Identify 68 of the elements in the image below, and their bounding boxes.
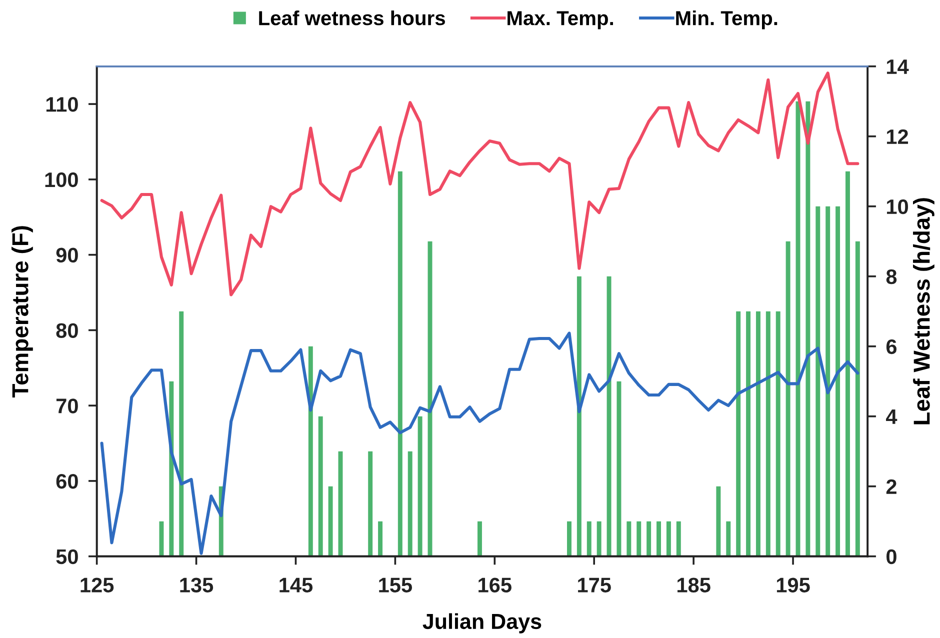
x-axis-title: Julian Days xyxy=(422,613,542,634)
bar xyxy=(408,451,412,556)
bar xyxy=(378,521,383,556)
bar xyxy=(368,451,373,556)
bar xyxy=(806,101,810,556)
bar xyxy=(726,521,731,556)
legend-label: Max. Temp. xyxy=(508,11,614,30)
x-tick-label: 175 xyxy=(578,578,611,592)
y2-tick-label: 6 xyxy=(886,339,897,354)
bar xyxy=(596,521,602,556)
bar xyxy=(636,521,642,556)
y2-tick-label: 4 xyxy=(886,410,898,424)
y2-tick-label: 14 xyxy=(886,60,909,74)
y-tick-label: 90 xyxy=(56,248,78,263)
bar xyxy=(756,311,760,556)
bar xyxy=(746,311,751,556)
y2-tick-label: 8 xyxy=(886,269,897,284)
bar xyxy=(616,381,622,556)
legend-label: Min. Temp. xyxy=(676,10,778,30)
x-tick-label: 155 xyxy=(379,578,412,592)
y-tick-label: 70 xyxy=(56,398,78,414)
bar xyxy=(776,311,780,556)
line-series xyxy=(100,332,860,555)
bar xyxy=(716,486,721,556)
bar xyxy=(766,311,770,556)
bar xyxy=(816,206,820,556)
bar xyxy=(159,521,164,556)
y-tick-label: 100 xyxy=(45,172,78,188)
bar xyxy=(656,521,661,556)
y2-tick-label: 12 xyxy=(886,129,908,144)
bar xyxy=(666,521,671,556)
legend-label: Leaf wetness hours xyxy=(259,10,445,26)
x-tick-label: 135 xyxy=(180,578,214,592)
y-axis-title: Temperature (F) xyxy=(12,226,33,398)
bar xyxy=(567,521,572,556)
bar xyxy=(845,171,850,556)
bar xyxy=(736,311,741,556)
bar xyxy=(398,171,402,556)
bar xyxy=(826,206,830,556)
bar xyxy=(308,346,313,556)
y-tick-label: 60 xyxy=(56,474,78,489)
x-tick-label: 165 xyxy=(478,578,512,592)
bar xyxy=(328,486,333,556)
bar xyxy=(179,311,184,556)
y2-tick-label: 0 xyxy=(886,549,896,564)
x-tick-label: 195 xyxy=(776,578,810,592)
x-tick-label: 185 xyxy=(678,578,710,592)
bar xyxy=(646,521,652,556)
y-tick-label: 80 xyxy=(56,323,78,338)
y2-axis-title: Leaf Wetness (h/day) xyxy=(913,198,934,424)
x-tick-label: 125 xyxy=(80,578,114,592)
line-series xyxy=(100,72,860,296)
bar xyxy=(586,521,592,556)
bar xyxy=(477,521,482,556)
bar xyxy=(786,241,790,556)
bar xyxy=(676,521,681,556)
bar xyxy=(855,241,860,556)
y2-tick-label: 2 xyxy=(886,479,896,494)
y2-tick-label: 10 xyxy=(886,199,908,214)
y-tick-label: 50 xyxy=(56,549,78,564)
bar xyxy=(576,276,582,556)
bar xyxy=(626,521,632,556)
bar xyxy=(418,416,422,556)
bar xyxy=(836,206,840,556)
x-tick-label: 145 xyxy=(280,578,313,592)
bar xyxy=(318,416,323,556)
bar xyxy=(606,276,612,556)
y-tick-label: 110 xyxy=(46,97,78,112)
